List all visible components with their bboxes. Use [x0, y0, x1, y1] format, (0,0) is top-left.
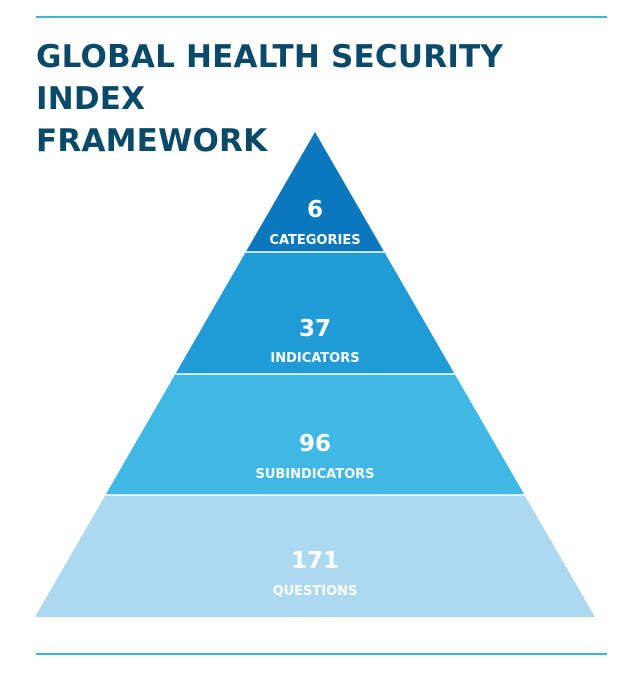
bottom-rule [36, 653, 607, 655]
title-line-2: FRAMEWORK [36, 123, 268, 159]
tier-label-questions: QUESTIONS [273, 584, 358, 599]
tier-shape-categories [245, 132, 385, 252]
tier-number-questions: 171 [291, 548, 339, 574]
tier-shape-subindicators [105, 374, 525, 495]
tier-label-categories: CATEGORIES [269, 233, 360, 248]
page-title: GLOBAL HEALTH SECURITY INDEX FRAMEWORK [36, 36, 616, 162]
tier-number-categories: 6 [307, 197, 323, 223]
tier-number-indicators: 37 [299, 316, 331, 342]
tier-shape-questions [35, 495, 595, 617]
top-rule [36, 16, 607, 18]
pyramid-tier-subindicators: 96 SUBINDICATORS [105, 374, 525, 495]
pyramid-tier-categories: 6 CATEGORIES [245, 132, 385, 252]
pyramid-tier-questions: 171 QUESTIONS [35, 495, 595, 617]
tier-label-subindicators: SUBINDICATORS [255, 467, 374, 482]
tier-number-subindicators: 96 [299, 431, 331, 457]
tier-shape-indicators [175, 252, 455, 374]
title-line-1: GLOBAL HEALTH SECURITY INDEX [36, 39, 504, 117]
tier-label-indicators: INDICATORS [270, 351, 359, 366]
pyramid-tier-indicators: 37 INDICATORS [175, 252, 455, 374]
